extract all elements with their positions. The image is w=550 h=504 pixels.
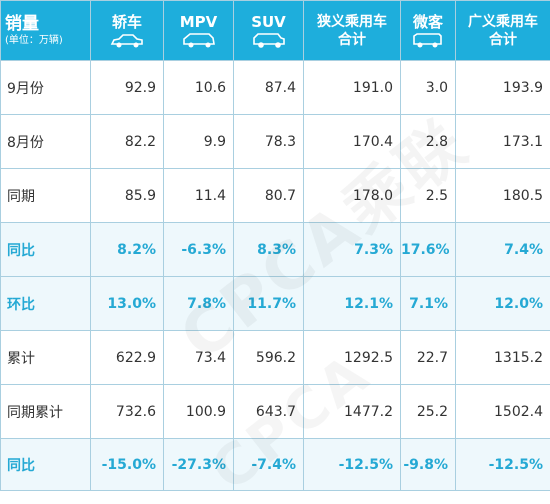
cell-narrow-total: -12.5% (304, 439, 401, 491)
cell-sedan: 13.0% (91, 277, 164, 331)
row-label: 9月份 (1, 61, 91, 115)
cell-sedan: 92.9 (91, 61, 164, 115)
cell-suv: 8.3% (234, 223, 304, 277)
table-row-yoy: 同比 8.2% -6.3% 8.3% 7.3% 17.6% 7.4% (1, 223, 550, 277)
cell-sedan: 732.6 (91, 385, 164, 439)
header-broad-total: 广义乘用车 合计 (456, 1, 550, 61)
cell-broad-total: 1315.2 (456, 331, 550, 385)
header-mpv: MPV (164, 1, 234, 61)
cell-suv: -7.4% (234, 439, 304, 491)
cell-suv: 78.3 (234, 115, 304, 169)
table-row: 9月份 92.9 10.6 87.4 191.0 3.0 193.9 (1, 61, 550, 115)
sales-table: 销量 (单位：万辆) 轿车 MPV SUV (0, 0, 550, 491)
cell-broad-total: 1502.4 (456, 385, 550, 439)
header-mpv-label: MPV (164, 13, 233, 31)
cell-suv: 643.7 (234, 385, 304, 439)
cell-narrow-total: 170.4 (304, 115, 401, 169)
header-label-cell: 销量 (单位：万辆) (1, 1, 91, 61)
header-sedan-label: 轿车 (91, 13, 163, 31)
row-label: 同比 (1, 439, 91, 491)
cell-mpv: 11.4 (164, 169, 234, 223)
cell-minivan: 25.2 (401, 385, 456, 439)
row-label: 8月份 (1, 115, 91, 169)
cell-minivan: 3.0 (401, 61, 456, 115)
header-broad-total-line1: 广义乘用车 (456, 13, 550, 31)
header-sedan: 轿车 (91, 1, 164, 61)
header-suv-label: SUV (234, 13, 303, 31)
cell-suv: 80.7 (234, 169, 304, 223)
cell-broad-total: 193.9 (456, 61, 550, 115)
suv-car-icon (252, 32, 286, 49)
cell-broad-total: 173.1 (456, 115, 550, 169)
cell-mpv: 73.4 (164, 331, 234, 385)
table-row: 同期 85.9 11.4 80.7 178.0 2.5 180.5 (1, 169, 550, 223)
cell-minivan: -9.8% (401, 439, 456, 491)
cell-narrow-total: 1292.5 (304, 331, 401, 385)
cell-sedan: 622.9 (91, 331, 164, 385)
row-label: 累计 (1, 331, 91, 385)
row-label: 同期累计 (1, 385, 91, 439)
table-row: 累计 622.9 73.4 596.2 1292.5 22.7 1315.2 (1, 331, 550, 385)
header-suv: SUV (234, 1, 304, 61)
table-row: 同期累计 732.6 100.9 643.7 1477.2 25.2 1502.… (1, 385, 550, 439)
minivan-icon (411, 32, 445, 49)
cell-broad-total: 7.4% (456, 223, 550, 277)
cell-mpv: 7.8% (164, 277, 234, 331)
cell-broad-total: -12.5% (456, 439, 550, 491)
table-header: 销量 (单位：万辆) 轿车 MPV SUV (1, 1, 550, 61)
row-label: 同比 (1, 223, 91, 277)
cell-narrow-total: 191.0 (304, 61, 401, 115)
cell-broad-total: 12.0% (456, 277, 550, 331)
cell-sedan: 8.2% (91, 223, 164, 277)
cell-mpv: 9.9 (164, 115, 234, 169)
cell-mpv: -27.3% (164, 439, 234, 491)
cell-minivan: 7.1% (401, 277, 456, 331)
cell-suv: 596.2 (234, 331, 304, 385)
cell-broad-total: 180.5 (456, 169, 550, 223)
cell-mpv: -6.3% (164, 223, 234, 277)
sedan-car-icon (110, 32, 144, 49)
cell-narrow-total: 7.3% (304, 223, 401, 277)
row-label: 同期 (1, 169, 91, 223)
cell-sedan: -15.0% (91, 439, 164, 491)
cell-minivan: 22.7 (401, 331, 456, 385)
header-narrow-total: 狭义乘用车 合计 (304, 1, 401, 61)
mpv-car-icon (182, 32, 216, 49)
table-row: 8月份 82.2 9.9 78.3 170.4 2.8 173.1 (1, 115, 550, 169)
cell-minivan: 2.5 (401, 169, 456, 223)
header-minivan: 微客 (401, 1, 456, 61)
header-title: 销量 (5, 14, 90, 34)
cell-minivan: 2.8 (401, 115, 456, 169)
header-unit: (单位：万辆) (5, 34, 90, 48)
cell-narrow-total: 1477.2 (304, 385, 401, 439)
header-minivan-label: 微客 (401, 13, 455, 31)
cell-mpv: 100.9 (164, 385, 234, 439)
cell-suv: 87.4 (234, 61, 304, 115)
cell-mpv: 10.6 (164, 61, 234, 115)
table-body: 9月份 92.9 10.6 87.4 191.0 3.0 193.9 8月份 8… (1, 61, 550, 491)
cell-sedan: 82.2 (91, 115, 164, 169)
row-label: 环比 (1, 277, 91, 331)
cell-narrow-total: 12.1% (304, 277, 401, 331)
cell-sedan: 85.9 (91, 169, 164, 223)
header-broad-total-line2: 合计 (456, 31, 550, 49)
header-narrow-total-line1: 狭义乘用车 (304, 13, 400, 31)
table-row-cumulative-yoy: 同比 -15.0% -27.3% -7.4% -12.5% -9.8% -12.… (1, 439, 550, 491)
cell-narrow-total: 178.0 (304, 169, 401, 223)
cell-suv: 11.7% (234, 277, 304, 331)
table-row-mom: 环比 13.0% 7.8% 11.7% 12.1% 7.1% 12.0% (1, 277, 550, 331)
cell-minivan: 17.6% (401, 223, 456, 277)
header-narrow-total-line2: 合计 (304, 31, 400, 49)
